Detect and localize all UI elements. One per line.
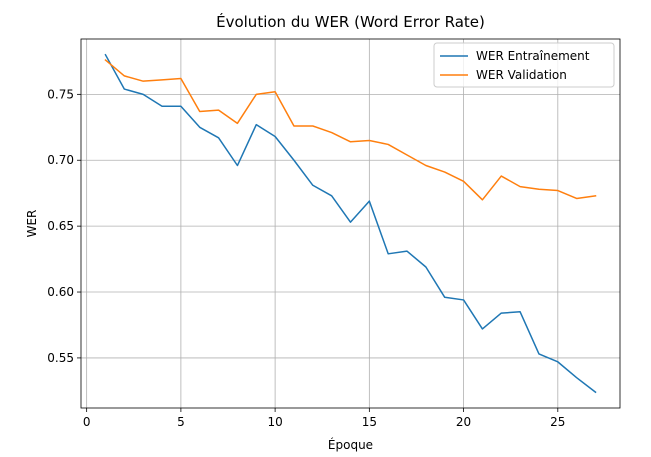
legend-box xyxy=(433,42,615,88)
y-axis-label: WER xyxy=(25,210,39,238)
y-tick-label: 0.60 xyxy=(47,285,74,299)
x-tick-label: 25 xyxy=(550,415,565,429)
y-tick-label: 0.70 xyxy=(47,153,74,167)
series-line-validation xyxy=(104,59,597,201)
legend-label-train: WER Entraînement xyxy=(476,49,590,63)
series-lines xyxy=(104,53,597,394)
grid xyxy=(81,39,620,408)
x-tick-label: 20 xyxy=(456,415,471,429)
y-tick-label: 0.75 xyxy=(47,87,74,101)
series-line-train xyxy=(104,53,597,394)
y-tick-label: 0.65 xyxy=(47,219,74,233)
axis-ticks: 0 5 10 15 20 25 0.55 0.60 0.65 0.70 0.75 xyxy=(47,87,565,429)
x-tick-label: 10 xyxy=(267,415,282,429)
x-tick-label: 15 xyxy=(362,415,377,429)
legend-label-validation: WER Validation xyxy=(476,68,567,82)
x-axis-label: Époque xyxy=(328,437,373,452)
chart-title: Évolution du WER (Word Error Rate) xyxy=(216,12,485,31)
legend: WER Entraînement WER Validation xyxy=(433,42,615,88)
y-tick-label: 0.55 xyxy=(47,351,74,365)
x-tick-label: 0 xyxy=(83,415,91,429)
axes-frame xyxy=(80,38,621,409)
x-tick-label: 5 xyxy=(177,415,185,429)
